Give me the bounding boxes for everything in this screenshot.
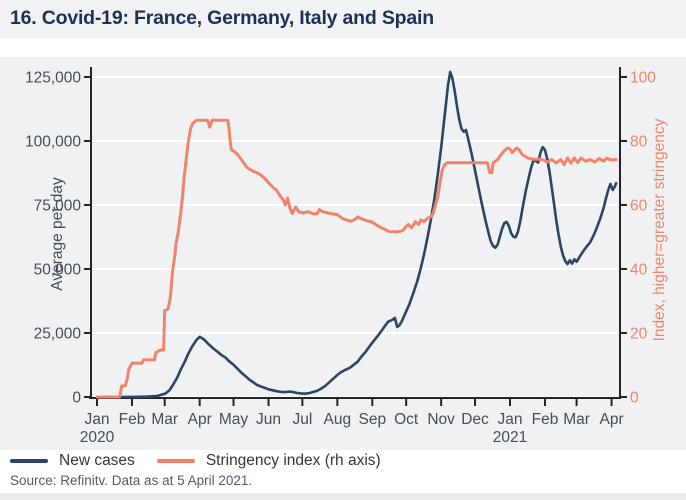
legend-label-stringency: Stringency index (rh axis) <box>205 452 381 469</box>
month-label: Oct <box>394 411 419 428</box>
chart-legend: New cases Stringency index (rh axis) <box>10 451 670 471</box>
left-tick-label: 0 <box>72 390 81 407</box>
legend-label-new-cases: New cases <box>59 452 135 469</box>
month-label: Mar <box>563 411 590 428</box>
chart-panel: 0 25,000 50,000 75,000 100,000 125,000 0 20 40 60… <box>0 57 686 450</box>
right-tick-label: 80 <box>630 134 648 151</box>
month-label: Apr <box>599 411 623 428</box>
month-label: Dec <box>461 411 489 428</box>
left-tick-label: 25,000 <box>34 326 82 343</box>
title-bar: 16. Covid-19: France, Germany, Italy and… <box>0 0 686 38</box>
right-tick-label: 0 <box>630 390 639 407</box>
month-label: Mar <box>151 411 178 428</box>
new-cases-line <box>95 70 618 399</box>
month-label: May <box>219 411 249 428</box>
left-tick-label: 50,000 <box>34 262 82 279</box>
month-label: Jan <box>85 411 110 428</box>
stringency-line <box>95 118 618 399</box>
right-tick-label: 100 <box>630 70 656 87</box>
left-tick-label: 100,000 <box>25 134 81 151</box>
year-label: 2020 <box>80 429 115 446</box>
chart-plot: 0 25,000 50,000 75,000 100,000 125,000 0 20 40 60… <box>25 67 668 446</box>
stringency-swatch <box>156 459 195 463</box>
chart-title: 16. Covid-19: France, Germany, Italy and… <box>10 7 434 29</box>
year-label: 2021 <box>493 429 527 446</box>
right-tick-label: 40 <box>630 262 648 279</box>
legend-item-new-cases: New cases <box>10 452 135 470</box>
month-label: Sep <box>359 411 387 428</box>
left-tick-label: 125,000 <box>25 70 81 87</box>
new-cases-swatch <box>10 459 48 463</box>
bottom-divider <box>0 493 686 500</box>
month-label: Feb <box>119 411 146 428</box>
month-label: Jul <box>292 411 312 428</box>
source-note: Source: Refinitv. Data as at 5 April 202… <box>10 473 253 488</box>
left-axis-title: Average per day <box>49 177 66 291</box>
month-label: Apr <box>188 411 212 428</box>
month-label: Feb <box>532 411 559 428</box>
month-label: Aug <box>324 411 352 428</box>
right-axis-title: Index, higher=greater stringency <box>651 118 668 341</box>
left-tick-label: 75,000 <box>34 198 82 215</box>
month-label: Jun <box>256 411 281 428</box>
right-tick-label: 60 <box>630 198 648 215</box>
month-label: Nov <box>427 411 455 428</box>
month-label: Jan <box>497 411 522 428</box>
right-tick-label: 20 <box>630 326 648 343</box>
legend-item-stringency: Stringency index (rh axis) <box>156 452 381 470</box>
